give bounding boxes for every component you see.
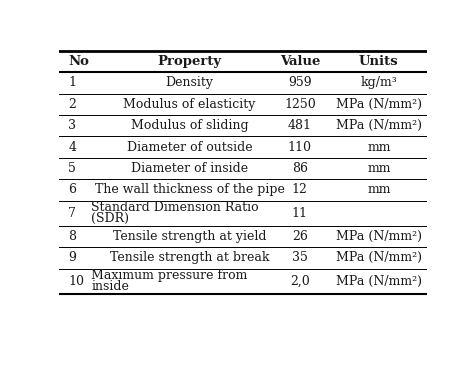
Text: 4: 4: [68, 141, 76, 154]
Text: Value: Value: [280, 55, 320, 68]
Text: Modulus of elasticity: Modulus of elasticity: [123, 98, 256, 111]
Text: Units: Units: [359, 55, 399, 68]
Text: 9: 9: [68, 251, 76, 264]
Text: mm: mm: [367, 183, 391, 196]
Text: 110: 110: [288, 141, 312, 154]
Text: Density: Density: [165, 76, 214, 90]
Text: MPa (N/mm²): MPa (N/mm²): [336, 98, 422, 111]
Text: mm: mm: [367, 162, 391, 175]
Text: mm: mm: [367, 141, 391, 154]
Text: Standard Dimension Ratio: Standard Dimension Ratio: [91, 201, 259, 214]
Text: The wall thickness of the pipe: The wall thickness of the pipe: [95, 183, 284, 196]
Text: 1250: 1250: [284, 98, 316, 111]
Text: MPa (N/mm²): MPa (N/mm²): [336, 275, 422, 288]
Text: MPa (N/mm²): MPa (N/mm²): [336, 230, 422, 243]
Text: Maximum pressure from: Maximum pressure from: [91, 269, 247, 282]
Text: MPa (N/mm²): MPa (N/mm²): [336, 119, 422, 132]
Text: 2,0: 2,0: [290, 275, 310, 288]
Text: 2: 2: [68, 98, 76, 111]
Text: 7: 7: [68, 207, 76, 220]
Text: 959: 959: [288, 76, 312, 90]
Text: Diameter of inside: Diameter of inside: [131, 162, 248, 175]
Text: 5: 5: [68, 162, 76, 175]
Text: 11: 11: [292, 207, 308, 220]
Text: 6: 6: [68, 183, 76, 196]
Text: Tensile strength at break: Tensile strength at break: [110, 251, 269, 264]
Text: Diameter of outside: Diameter of outside: [127, 141, 253, 154]
Text: MPa (N/mm²): MPa (N/mm²): [336, 251, 422, 264]
Text: 10: 10: [68, 275, 84, 288]
Text: 26: 26: [292, 230, 308, 243]
Text: 8: 8: [68, 230, 76, 243]
Text: Tensile strength at yield: Tensile strength at yield: [113, 230, 266, 243]
Text: 86: 86: [292, 162, 308, 175]
Text: Property: Property: [157, 55, 222, 68]
Text: inside: inside: [91, 280, 129, 293]
Text: (SDR): (SDR): [91, 212, 129, 225]
Text: 35: 35: [292, 251, 308, 264]
Text: 1: 1: [68, 76, 76, 90]
Text: 12: 12: [292, 183, 308, 196]
Text: 481: 481: [288, 119, 312, 132]
Text: 3: 3: [68, 119, 76, 132]
Text: Modulus of sliding: Modulus of sliding: [131, 119, 248, 132]
Text: No: No: [68, 55, 89, 68]
Text: kg/m³: kg/m³: [360, 76, 397, 90]
